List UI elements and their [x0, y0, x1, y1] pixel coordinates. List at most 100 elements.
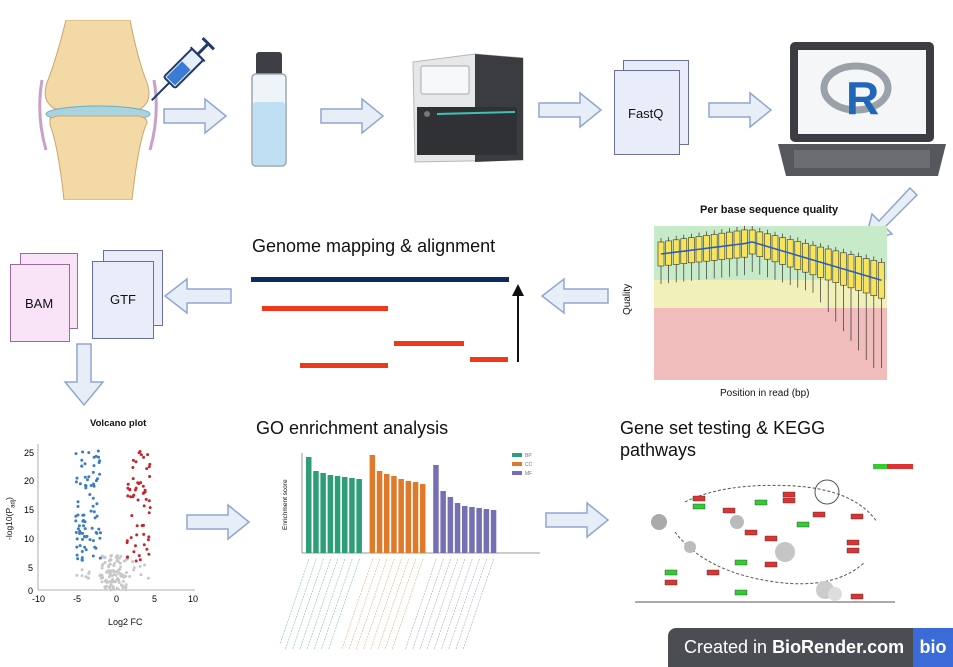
go-bar [490, 510, 497, 553]
volcano-point [115, 586, 119, 590]
volcano-point [75, 476, 79, 480]
sequencer-icon [412, 53, 524, 163]
volcano-point [134, 460, 138, 464]
go-term-label [320, 558, 353, 651]
volcano-point [124, 588, 128, 592]
kegg-gene-node [664, 569, 678, 576]
quality-mean-line [660, 241, 882, 282]
go-term-label [355, 558, 388, 651]
go-bar [384, 474, 390, 553]
volcano-points [74, 449, 152, 592]
biorender-logo: bio [913, 628, 953, 667]
go-term-label [412, 558, 444, 651]
go-term-label [348, 558, 381, 651]
go-term-label [306, 558, 339, 651]
volcano-xlabel: Log2 FC [108, 617, 143, 627]
kegg-gene-node [692, 495, 706, 502]
volcano-point [81, 519, 85, 523]
volcano-point [98, 556, 102, 560]
mapping-title: Genome mapping & alignment [252, 236, 496, 256]
volcano-point [86, 478, 89, 482]
alignment-diagram [251, 277, 524, 368]
volcano-point [114, 570, 118, 574]
volcano-point [87, 475, 91, 479]
kegg-gene-node [782, 497, 796, 504]
volcano-point [103, 561, 107, 564]
volcano-point [135, 533, 139, 537]
flow-arrow-2 [320, 97, 385, 135]
kegg-gene-node [734, 559, 748, 566]
volcano-point [119, 565, 123, 569]
go-ylabel: Enrichment score [282, 479, 289, 530]
volcano-point [137, 451, 141, 455]
svg-text:10: 10 [188, 594, 198, 604]
quality-box [878, 261, 885, 299]
kegg-gene-node [782, 491, 796, 498]
volcano-point [129, 495, 133, 499]
volcano-point [80, 550, 84, 553]
volcano-point [145, 547, 149, 551]
volcano-point [99, 576, 103, 580]
kegg-gene-node [764, 535, 778, 542]
volcano-point [147, 535, 151, 539]
go-term-label [370, 558, 402, 651]
volcano-point [124, 585, 128, 589]
svg-text:BP: BP [525, 453, 532, 459]
go-term-label [292, 558, 324, 651]
volcano-point [83, 545, 87, 549]
read-bar [300, 363, 388, 368]
go-bar [447, 497, 454, 553]
volcano-point [131, 560, 135, 564]
go-title: GO enrichment analysis [256, 418, 449, 438]
kegg-pathway-map [635, 464, 913, 603]
kegg-gene-node [664, 579, 678, 586]
go-bar [391, 476, 397, 553]
volcano-point [142, 543, 146, 547]
r-logo: R [846, 72, 879, 124]
volcano-y-ticks: 25 20 15 10 5 0 [24, 448, 34, 596]
go-bar [420, 484, 426, 553]
volcano-point [87, 572, 91, 576]
volcano-point [87, 576, 90, 580]
go-term-label [299, 558, 331, 651]
volcano-point [78, 482, 82, 486]
go-bar [327, 475, 334, 553]
volcano-plot: -10 -5 0 5 10 25 20 15 10 5 0 [24, 444, 198, 604]
volcano-point [138, 564, 142, 568]
volcano-point [108, 569, 112, 573]
volcano-point [75, 545, 79, 549]
volcano-point [107, 575, 111, 579]
volcano-point [141, 491, 145, 495]
volcano-point [80, 558, 84, 562]
volcano-point [132, 550, 136, 554]
volcano-point [139, 573, 143, 577]
go-term-label [391, 558, 424, 651]
volcano-point [75, 537, 79, 541]
volcano-x-ticks: -10 -5 0 5 10 [32, 594, 198, 604]
volcano-point [112, 570, 116, 573]
volcano-point [92, 484, 96, 488]
volcano-point [121, 579, 125, 583]
volcano-point [94, 479, 98, 483]
volcano-point [93, 545, 97, 549]
volcano-point [91, 504, 95, 508]
go-term-label [328, 558, 360, 651]
knee-joint-icon [38, 20, 158, 200]
volcano-point [95, 531, 99, 535]
quality-ylabel: Quality [622, 283, 633, 315]
volcano-point [124, 583, 128, 587]
volcano-point [107, 564, 111, 568]
volcano-point [103, 579, 107, 583]
volcano-point [99, 573, 103, 577]
volcano-point [80, 574, 84, 578]
volcano-point [133, 488, 137, 492]
biorender-badge[interactable]: Created in BioRender.com bio [668, 628, 953, 667]
volcano-point [128, 488, 132, 492]
volcano-point [75, 553, 79, 557]
quality-plot-title: Per base sequence quality [700, 204, 839, 216]
svg-text:0: 0 [28, 586, 33, 596]
volcano-point [109, 583, 113, 587]
volcano-point [137, 554, 141, 558]
volcano-point [131, 466, 135, 469]
volcano-point [148, 506, 152, 510]
